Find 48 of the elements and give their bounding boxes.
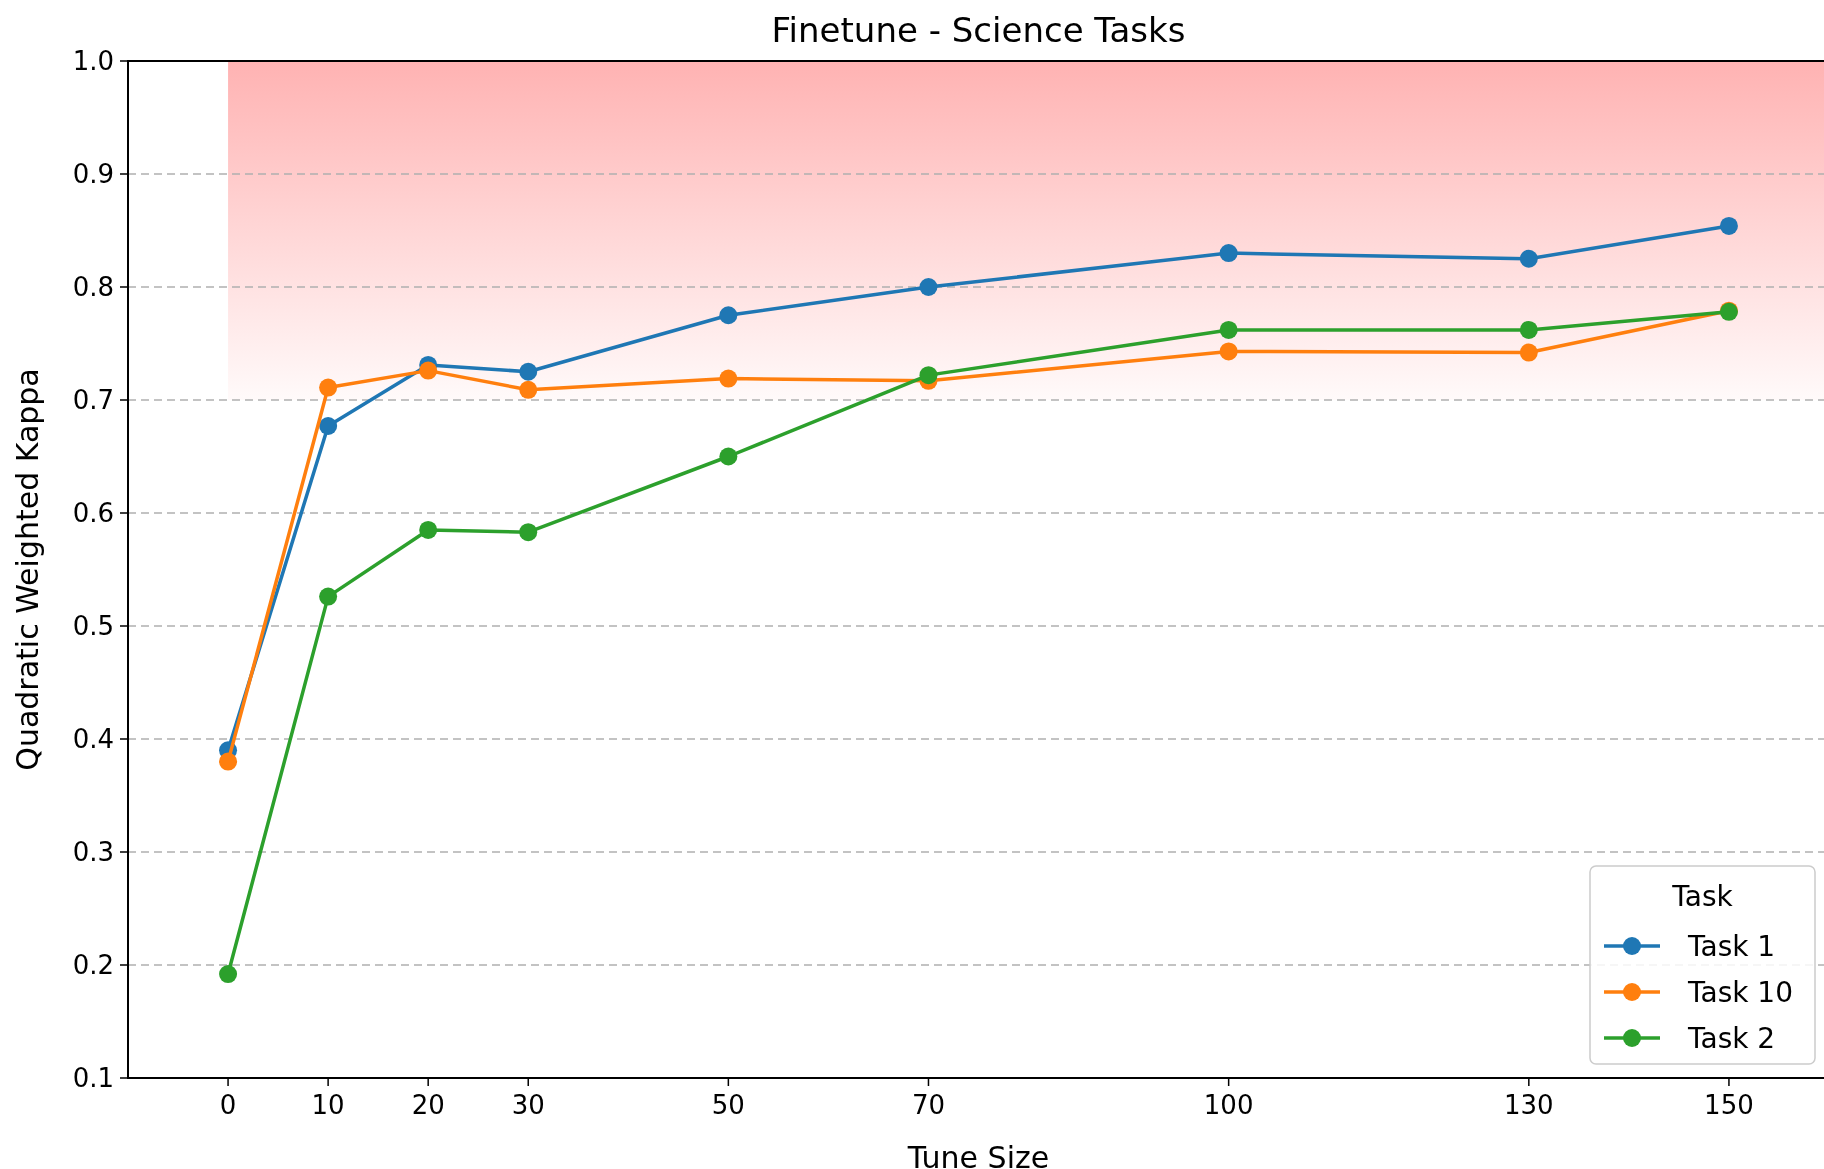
point: [919, 278, 938, 296]
point: [1719, 216, 1738, 235]
point: [719, 306, 738, 325]
point: [1519, 320, 1538, 339]
x-tick-label: 10: [311, 1090, 345, 1120]
point: [919, 366, 938, 385]
x-tick-label: 0: [219, 1090, 237, 1120]
point: [219, 752, 238, 771]
x-tick-label: 100: [1203, 1090, 1254, 1120]
point: [519, 523, 538, 542]
point: [719, 369, 738, 388]
point: [419, 520, 438, 539]
y-tick-label: 0.1: [72, 1063, 114, 1093]
y-axis-title: Quadratic Weighted Kappa: [10, 368, 45, 771]
x-tick-label: 70: [911, 1090, 946, 1120]
point: [319, 416, 338, 435]
point: [719, 447, 738, 466]
y-tick-label: 0.8: [72, 272, 114, 302]
x-tick-label: 50: [711, 1090, 745, 1120]
point: [1219, 244, 1238, 263]
y-tick-label: 0.6: [72, 498, 114, 528]
x-tick-label: 150: [1704, 1090, 1754, 1120]
point: [519, 362, 538, 381]
y-tick-label: 0.2: [72, 950, 114, 980]
legend-label: Task 1: [1687, 930, 1776, 963]
x-axis-title: Tune Size: [906, 1140, 1050, 1169]
point: [1519, 249, 1538, 268]
point: [1219, 342, 1238, 361]
x-tick-label: 130: [1504, 1090, 1554, 1120]
point: [319, 587, 338, 606]
legend-label: Task 2: [1687, 1022, 1776, 1055]
point: [319, 378, 338, 397]
x-tick-label: 30: [511, 1090, 545, 1120]
chart-title: Finetune - Science Tasks: [771, 10, 1186, 50]
point: [1519, 343, 1538, 362]
point: [519, 380, 538, 399]
y-tick-label: 0.3: [72, 837, 114, 867]
y-tick-label: 0.4: [72, 724, 114, 754]
y-tick-label: 0.5: [72, 611, 114, 641]
point: [219, 965, 238, 984]
point: [419, 361, 438, 380]
y-tick-label: 1.0: [72, 46, 114, 76]
x-tick-label: 20: [411, 1090, 445, 1120]
legend-label: Task 10: [1687, 976, 1793, 1009]
legend-title: Task: [1671, 880, 1734, 913]
point: [1219, 320, 1238, 339]
y-tick-label: 0.9: [72, 159, 114, 189]
y-tick-label: 0.7: [72, 385, 114, 415]
